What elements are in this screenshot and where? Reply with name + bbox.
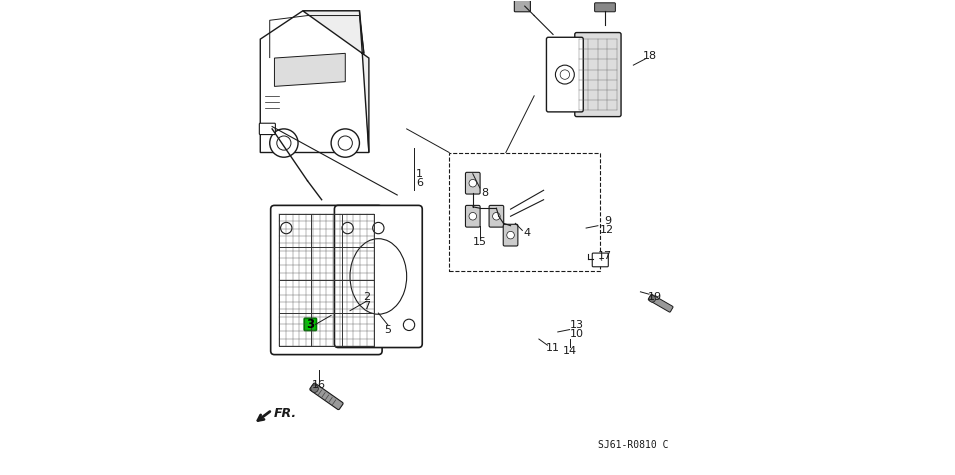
- Text: 18: 18: [643, 51, 657, 61]
- Polygon shape: [303, 11, 369, 152]
- FancyBboxPatch shape: [489, 205, 503, 227]
- FancyBboxPatch shape: [465, 205, 480, 227]
- Text: 19: 19: [647, 292, 662, 302]
- Polygon shape: [274, 53, 346, 86]
- Text: 1: 1: [416, 169, 423, 179]
- Text: 14: 14: [562, 346, 577, 356]
- FancyBboxPatch shape: [270, 205, 382, 355]
- Text: 5: 5: [384, 324, 392, 334]
- FancyBboxPatch shape: [515, 0, 530, 12]
- Text: 11: 11: [546, 343, 560, 353]
- Circle shape: [507, 231, 515, 239]
- FancyBboxPatch shape: [334, 205, 422, 348]
- Text: FR.: FR.: [273, 407, 297, 420]
- Text: 3: 3: [307, 318, 314, 331]
- Text: 16: 16: [312, 380, 327, 390]
- Text: 9: 9: [604, 216, 611, 226]
- Text: 17: 17: [598, 251, 612, 261]
- FancyBboxPatch shape: [575, 33, 621, 116]
- Circle shape: [556, 65, 574, 84]
- Text: 15: 15: [473, 237, 487, 247]
- Text: 7: 7: [363, 301, 371, 311]
- FancyBboxPatch shape: [546, 37, 584, 112]
- Text: 10: 10: [570, 329, 584, 339]
- Bar: [449, 152, 601, 271]
- Circle shape: [331, 129, 359, 157]
- Circle shape: [281, 222, 292, 234]
- Circle shape: [372, 222, 384, 234]
- Circle shape: [493, 212, 500, 220]
- Circle shape: [310, 385, 318, 392]
- FancyBboxPatch shape: [592, 253, 608, 267]
- FancyBboxPatch shape: [648, 294, 673, 312]
- Circle shape: [469, 180, 477, 187]
- FancyBboxPatch shape: [465, 172, 480, 194]
- FancyBboxPatch shape: [503, 224, 518, 246]
- Text: 13: 13: [570, 320, 584, 330]
- FancyBboxPatch shape: [305, 318, 316, 331]
- FancyBboxPatch shape: [260, 123, 275, 134]
- Text: 8: 8: [481, 188, 488, 198]
- Circle shape: [648, 295, 655, 302]
- Text: 4: 4: [523, 228, 531, 238]
- Polygon shape: [261, 11, 369, 152]
- FancyBboxPatch shape: [595, 3, 615, 12]
- Circle shape: [403, 319, 414, 331]
- Circle shape: [469, 212, 477, 220]
- Text: 2: 2: [363, 292, 371, 302]
- Circle shape: [342, 222, 353, 234]
- FancyBboxPatch shape: [309, 383, 343, 409]
- Circle shape: [269, 129, 298, 157]
- Text: 12: 12: [601, 226, 614, 236]
- Text: SJ61-R0810 C: SJ61-R0810 C: [598, 440, 668, 450]
- Text: 6: 6: [416, 178, 423, 188]
